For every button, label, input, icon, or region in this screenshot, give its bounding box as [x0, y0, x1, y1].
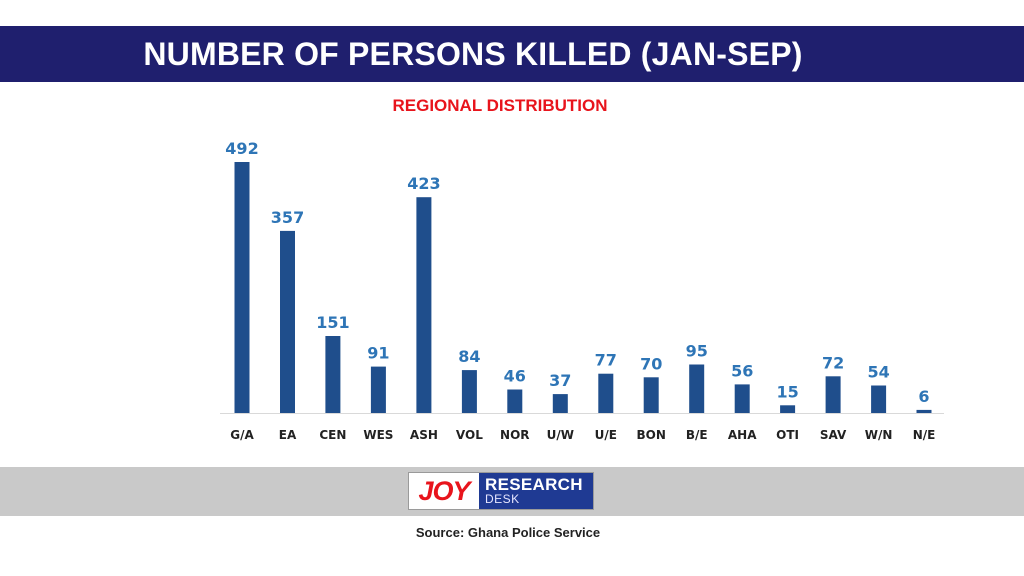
joy-research-desk-logo: JOY RESEARCH DESK [408, 472, 594, 510]
data-label: 357 [271, 208, 304, 227]
bar-nor [507, 389, 523, 413]
logo-desk-text: DESK [485, 492, 520, 506]
data-label: 54 [867, 363, 889, 382]
bar-oti [780, 405, 796, 413]
bar-sav [825, 376, 841, 413]
x-tick-label: AHA [728, 428, 757, 442]
data-label: 37 [549, 371, 571, 390]
x-tick-label: OTI [776, 428, 799, 442]
bar-chart: 492 G/A 357 EA 151 CEN 91 WES 423 ASH 84 VOL 46 NOR 37… [220, 139, 944, 442]
bar-wes [370, 366, 386, 413]
bar-b-e [689, 364, 705, 413]
bar-u-e [598, 373, 614, 413]
data-label: 95 [686, 342, 708, 361]
x-tick-label: SAV [820, 428, 847, 442]
bar-aha [734, 384, 750, 413]
data-label: 15 [776, 382, 798, 401]
logo-research-text: RESEARCH [485, 475, 583, 494]
x-tick-label: U/E [595, 428, 617, 442]
logo-research-desk: RESEARCH DESK [479, 473, 593, 509]
x-tick-label: W/N [865, 428, 893, 442]
x-tick-label: ASH [410, 428, 438, 442]
data-label: 77 [595, 351, 617, 370]
bar-vol [461, 370, 477, 413]
logo-joy: JOY [409, 473, 479, 509]
source-note: Source: Ghana Police Service [415, 525, 601, 540]
x-tick-label: BON [637, 428, 666, 442]
logo-joy-text: JOY [418, 475, 470, 506]
chart-subtitle: REGIONAL DISTRIBUTION [392, 96, 608, 115]
data-label: 492 [225, 139, 258, 158]
bar-bon [643, 377, 659, 413]
x-tick-label: CEN [319, 428, 346, 442]
data-label: 72 [822, 353, 844, 372]
data-label: 6 [918, 387, 929, 406]
data-label: 70 [640, 354, 662, 373]
bar-cen [325, 336, 341, 413]
bar-ea [280, 230, 295, 413]
data-label: 46 [504, 367, 526, 386]
x-tick-label: N/E [913, 428, 936, 442]
data-label: 423 [407, 174, 440, 193]
x-tick-label: G/A [230, 428, 254, 442]
data-label: 151 [316, 313, 349, 332]
title-bar: NUMBER OF PERSONS KILLED (JAN-SEP) [0, 26, 1024, 82]
x-tick-label: U/W [547, 428, 574, 442]
x-tick-label: VOL [456, 428, 483, 442]
x-tick-label: WES [363, 428, 393, 442]
data-label: 56 [731, 361, 753, 380]
data-label: 91 [367, 344, 389, 363]
bar-g-a [234, 162, 250, 413]
x-tick-label: B/E [686, 428, 708, 442]
page-title: NUMBER OF PERSONS KILLED (JAN-SEP) [143, 36, 803, 72]
bar-w-n [871, 385, 887, 413]
bar-n-e [916, 409, 932, 413]
bar-u-w [552, 394, 568, 413]
x-tick-label: EA [279, 428, 297, 442]
bar-ash [416, 197, 432, 413]
x-tick-label: NOR [500, 428, 529, 442]
data-label: 84 [458, 347, 480, 366]
